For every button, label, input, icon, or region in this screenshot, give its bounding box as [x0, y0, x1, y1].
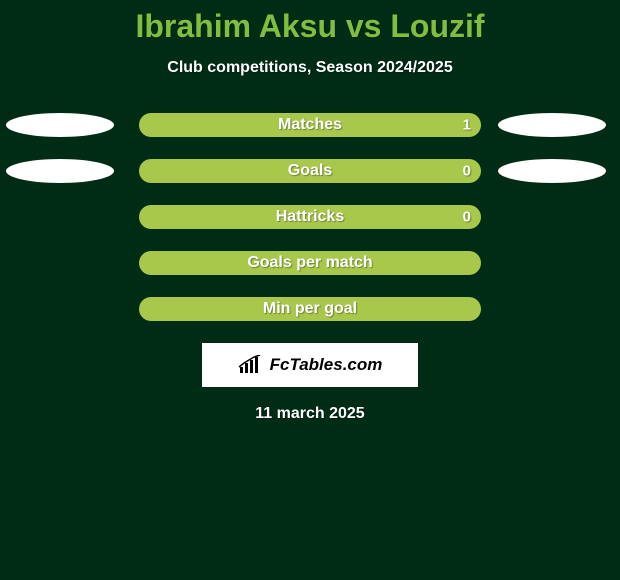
stats-rows: Matches 1 Goals 0 Hattricks 0 Goals	[0, 113, 620, 321]
stat-label: Matches	[278, 116, 342, 134]
stat-row-matches: Matches 1	[0, 113, 620, 137]
stat-value: 0	[463, 163, 471, 180]
left-ellipse	[6, 113, 114, 137]
stat-value: 0	[463, 209, 471, 226]
left-ellipse	[6, 159, 114, 183]
stat-bar: Goals 0	[139, 159, 481, 183]
date-text: 11 march 2025	[255, 405, 364, 423]
stat-label: Goals per match	[247, 254, 372, 272]
right-ellipse	[498, 113, 606, 137]
stat-bar: Min per goal	[139, 297, 481, 321]
brand-chart-icon	[238, 355, 264, 375]
brand-text: FcTables.com	[270, 355, 383, 375]
stat-row-min-per-goal: Min per goal	[0, 297, 620, 321]
stat-label: Goals	[288, 162, 332, 180]
stat-bar: Hattricks 0	[139, 205, 481, 229]
stat-bar: Goals per match	[139, 251, 481, 275]
stat-row-goals-per-match: Goals per match	[0, 251, 620, 275]
stat-value: 1	[463, 117, 471, 134]
stat-label: Min per goal	[263, 300, 357, 318]
brand-box: FcTables.com	[202, 343, 418, 387]
stat-bar: Matches 1	[139, 113, 481, 137]
page-root: Ibrahim Aksu vs Louzif Club competitions…	[0, 0, 620, 580]
stat-label: Hattricks	[276, 208, 344, 226]
stat-row-goals: Goals 0	[0, 159, 620, 183]
page-subtitle: Club competitions, Season 2024/2025	[167, 59, 452, 77]
stat-row-hattricks: Hattricks 0	[0, 205, 620, 229]
right-ellipse	[498, 159, 606, 183]
page-title: Ibrahim Aksu vs Louzif	[135, 8, 484, 45]
